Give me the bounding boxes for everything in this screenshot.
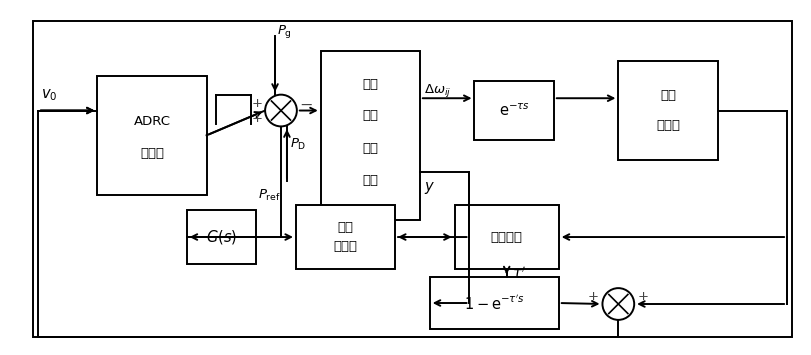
Text: $1-\mathrm{e}^{-\tau^{\prime}s}$: $1-\mathrm{e}^{-\tau^{\prime}s}$: [463, 294, 524, 312]
Text: $P_\mathrm{ref}$: $P_\mathrm{ref}$: [257, 188, 281, 203]
Bar: [320, 51, 419, 220]
Text: $G(s)$: $G(s)$: [206, 228, 237, 246]
Bar: [454, 205, 558, 269]
Text: $v_0$: $v_0$: [41, 88, 58, 104]
Text: 时滞估计: 时滞估计: [490, 230, 522, 244]
Text: 其余: 其余: [362, 142, 378, 155]
Text: 带通: 带通: [337, 221, 353, 234]
Text: $y$: $y$: [423, 180, 435, 196]
Text: $-$: $-$: [298, 97, 312, 112]
Text: $\tau'$: $\tau'$: [511, 265, 526, 282]
Bar: [474, 81, 553, 140]
Text: $+$: $+$: [586, 290, 598, 302]
Bar: [33, 21, 791, 337]
Bar: [617, 61, 717, 160]
Text: $+$: $+$: [251, 112, 262, 125]
Bar: [187, 210, 255, 264]
Text: $+$: $+$: [251, 97, 262, 110]
Bar: [295, 205, 395, 269]
Text: $P_\mathrm{D}$: $P_\mathrm{D}$: [290, 137, 306, 152]
Circle shape: [264, 95, 297, 126]
Bar: [97, 76, 206, 195]
Text: 带通: 带通: [659, 89, 675, 102]
Text: 滤波器: 滤波器: [333, 240, 357, 253]
Text: 滤波器: 滤波器: [655, 119, 679, 132]
Text: $\mathrm{e}^{-\tau s}$: $\mathrm{e}^{-\tau s}$: [498, 102, 529, 119]
Circle shape: [602, 288, 633, 320]
Text: $+$: $+$: [637, 290, 648, 302]
Bar: [429, 277, 558, 329]
Text: 部分: 部分: [362, 174, 378, 187]
Text: $P_\mathrm{g}$: $P_\mathrm{g}$: [277, 23, 292, 40]
Text: 控制器: 控制器: [139, 147, 164, 160]
Text: 系统: 系统: [362, 109, 378, 122]
Text: $\Delta\omega_{ij}$: $\Delta\omega_{ij}$: [423, 82, 451, 99]
Text: 电力: 电力: [362, 78, 378, 91]
Text: ADRC: ADRC: [133, 115, 170, 127]
